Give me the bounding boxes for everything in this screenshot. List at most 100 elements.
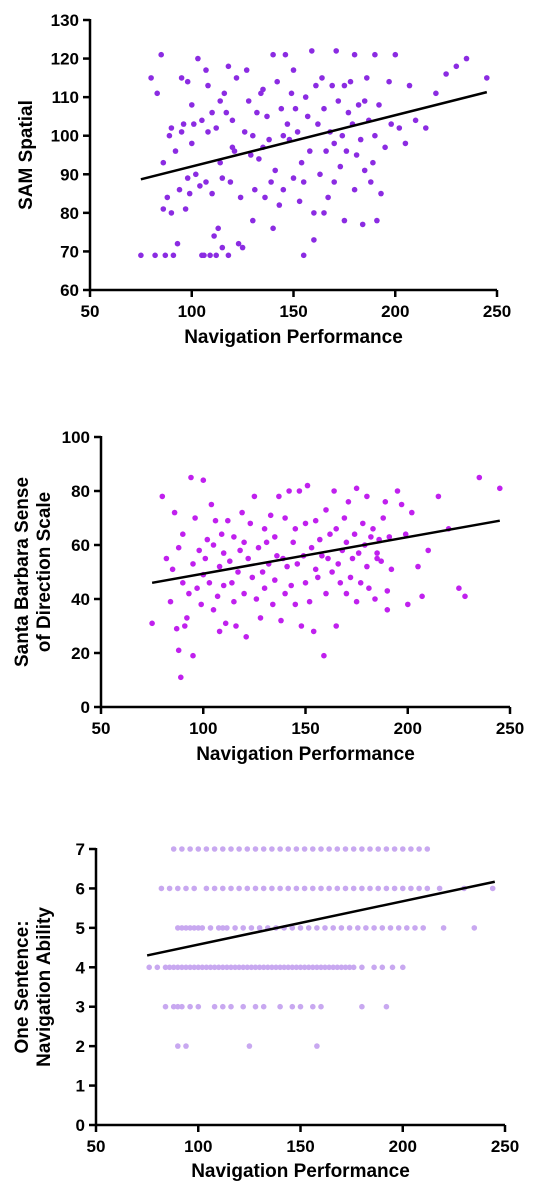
data-point (202, 555, 209, 562)
data-point (203, 885, 210, 892)
data-point (260, 846, 267, 852)
data-point (158, 51, 164, 58)
data-point (351, 51, 358, 58)
data-point (277, 964, 283, 971)
data-point (197, 183, 203, 189)
x-tick-label: 50 (81, 302, 100, 321)
data-point (325, 555, 331, 562)
y-tick-label: 6 (76, 879, 85, 898)
data-point (345, 499, 352, 505)
data-point (412, 925, 418, 931)
data-point (215, 225, 221, 232)
data-point (386, 78, 392, 85)
y-tick-label: 60 (71, 536, 90, 555)
data-point (276, 493, 282, 500)
data-point (297, 925, 304, 931)
data-point (261, 585, 268, 591)
data-point (193, 171, 199, 178)
y-tick-label: 60 (60, 281, 79, 300)
data-point (384, 607, 391, 613)
data-point (259, 569, 266, 575)
data-point (179, 964, 185, 971)
data-point (357, 580, 364, 586)
data-point (367, 885, 373, 892)
data-point (319, 553, 325, 559)
data-point (241, 590, 247, 597)
data-point (300, 252, 307, 259)
data-point (172, 148, 179, 154)
data-point (347, 78, 354, 85)
data-point (256, 925, 263, 931)
data-point (424, 885, 431, 892)
data-point (203, 179, 209, 185)
data-point (453, 63, 460, 70)
data-point (233, 623, 239, 629)
data-point (440, 925, 447, 931)
data-point (367, 846, 373, 852)
data-point (314, 1043, 320, 1049)
data-point (380, 515, 387, 521)
data-point (220, 925, 226, 931)
data-point (292, 601, 299, 608)
y-axis-title-line: Santa Barbara Sense (12, 477, 33, 667)
data-point (241, 129, 248, 135)
data-point (263, 539, 270, 546)
data-point (244, 964, 251, 971)
x-axis-title: Navigation Performance (196, 744, 415, 765)
data-point (264, 113, 270, 120)
data-point (360, 520, 366, 527)
data-point (252, 186, 258, 193)
data-point (318, 964, 324, 971)
data-point (305, 925, 312, 931)
data-point (277, 1003, 283, 1010)
data-point (154, 90, 160, 97)
data-point (383, 885, 390, 892)
data-point (301, 846, 308, 852)
data-point (138, 252, 144, 259)
data-point (343, 539, 350, 546)
y-axis-title-line: One Sentence: (12, 920, 33, 1053)
data-point (323, 507, 329, 513)
data-point (270, 225, 276, 232)
data-point (355, 550, 362, 556)
y-tick-label: 100 (62, 428, 90, 447)
data-point (260, 1003, 267, 1010)
data-point (424, 846, 431, 852)
data-point (334, 846, 341, 852)
data-point (334, 964, 341, 971)
data-point (374, 555, 380, 562)
data-point (203, 846, 210, 852)
data-point (290, 67, 297, 73)
data-point (175, 1003, 181, 1010)
data-point (357, 136, 364, 143)
data-points (138, 48, 490, 259)
data-point (388, 121, 395, 127)
data-point (371, 925, 377, 931)
data-point (178, 129, 185, 135)
data-point (416, 885, 422, 892)
data-point (282, 515, 288, 521)
data-point (175, 544, 182, 551)
y-tick-label: 3 (76, 998, 85, 1017)
data-point (378, 558, 385, 564)
data-point (174, 240, 181, 247)
data-point (190, 561, 196, 567)
data-point (203, 67, 209, 73)
data-point (310, 846, 316, 852)
data-point (207, 252, 213, 259)
data-point (331, 140, 338, 147)
data-point (220, 1003, 226, 1010)
data-point (189, 140, 195, 147)
y-axis-title-line: of Direction Scale (34, 492, 55, 653)
data-point (288, 582, 295, 589)
data-point (329, 82, 336, 89)
data-point (285, 885, 292, 892)
data-point (168, 210, 175, 216)
data-point (359, 221, 366, 228)
data-point (211, 233, 217, 239)
data-point (374, 550, 380, 556)
data-point (240, 1003, 246, 1010)
data-point (364, 563, 370, 570)
data-point (314, 925, 320, 931)
data-point (227, 179, 234, 185)
